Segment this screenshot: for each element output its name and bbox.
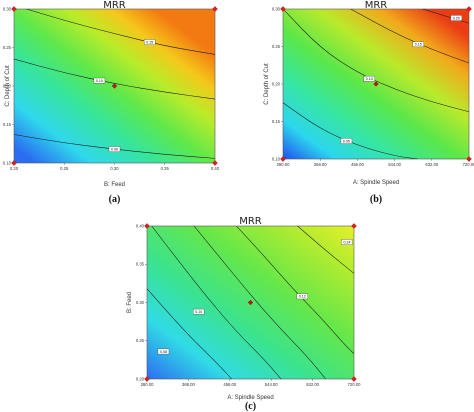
contour-line	[151, 226, 282, 379]
y-axis-title-c: B: Feed	[127, 292, 133, 313]
chart-title-a: MRR	[103, 0, 126, 11]
y-tick-label: 0.30	[272, 6, 281, 11]
contour-label-box	[341, 239, 353, 245]
y-tick-label: 0.25	[3, 45, 12, 50]
y-axis-title-a: C: Depth of Cut	[5, 65, 11, 107]
contour-label-box	[450, 15, 462, 21]
x-tick-label: 544.00	[388, 162, 401, 167]
x-tick-label: 632.00	[425, 162, 438, 167]
contour-label: 0.10	[366, 77, 373, 81]
contour-line	[14, 134, 215, 159]
contour-line	[14, 58, 215, 100]
contour-line	[147, 288, 232, 379]
y-tick-label: 0.20	[136, 376, 145, 381]
contour-label: 0.14	[343, 240, 350, 244]
contour-line	[297, 226, 354, 274]
x-tick-label: 0.35	[161, 166, 170, 171]
design-point-marker	[466, 6, 472, 12]
y-tick-label: 0.25	[272, 44, 281, 49]
contour-label: 0.05	[343, 139, 350, 143]
y-tick-label: 0.15	[3, 122, 12, 127]
contour-label: 0.06	[111, 147, 118, 151]
panel-label-c: (c)	[245, 401, 256, 412]
x-tick-label: 544.00	[265, 382, 278, 387]
x-tick-label: 720.00	[463, 162, 474, 167]
contour-label: 0.10	[96, 79, 103, 83]
contour-line	[283, 9, 469, 113]
contour-label-box	[363, 75, 375, 82]
x-tick-label: 0.25	[60, 166, 69, 171]
x-tick-label: 280.00	[141, 382, 154, 387]
x-tick-label: 456.00	[223, 382, 236, 387]
contour-label: 0.20	[453, 16, 460, 20]
contour-label: 0.10	[195, 310, 202, 314]
x-axis-title-c: A: Spindle Speed	[227, 395, 273, 401]
y-tick-label: 0.20	[272, 81, 281, 86]
contour-label-box	[157, 348, 170, 355]
contour-line	[350, 9, 469, 64]
x-axis-title-b: A: Spindle Speed	[353, 180, 399, 186]
center-point-marker	[111, 83, 118, 89]
x-tick-label: 368.00	[182, 382, 195, 387]
y-tick-label: 0.35	[136, 262, 145, 267]
contour-label: 0.12	[299, 295, 306, 299]
y-tick-label: 0.20	[3, 83, 12, 88]
design-point-marker	[351, 223, 357, 229]
x-tick-label: 720.00	[348, 382, 361, 387]
x-tick-label: 0.40	[211, 166, 220, 171]
contour-label-box	[108, 146, 121, 152]
panel-label-a: (a)	[109, 194, 121, 205]
x-tick-label: 368.00	[314, 162, 327, 167]
y-tick-label: 0.40	[136, 223, 145, 228]
contour-label: 0.15	[146, 40, 153, 44]
x-tick-label: 456.00	[351, 162, 364, 167]
contour-line	[236, 226, 354, 354]
chart-title-b: MRR	[365, 0, 388, 11]
y-axis-title-b: C: Depth of Cut	[264, 63, 270, 105]
contour-label: 0.08	[160, 350, 167, 354]
y-tick-label: 0.15	[272, 119, 281, 124]
chart-title-c: MRR	[239, 216, 262, 227]
center-point-marker	[247, 299, 254, 306]
x-tick-label: 632.00	[306, 382, 319, 387]
y-tick-label: 0.10	[3, 160, 12, 165]
contour-label: 0.15	[415, 43, 422, 47]
design-point-marker	[212, 6, 218, 12]
contour-label-box	[296, 293, 308, 300]
contour-label-box	[412, 41, 424, 48]
y-tick-label: 0.30	[3, 6, 12, 11]
contour-line	[283, 102, 419, 159]
contour-label-box	[144, 39, 156, 45]
y-tick-label: 0.10	[272, 156, 281, 161]
x-tick-label: 0.30	[110, 166, 119, 171]
x-axis-title-a: B: Feed	[104, 182, 125, 188]
contour-label-box	[340, 138, 353, 144]
y-tick-label: 0.25	[136, 338, 145, 343]
contour-label-box	[193, 308, 205, 315]
x-tick-label: 280.00	[277, 162, 290, 167]
x-tick-label: 0.20	[10, 166, 19, 171]
y-tick-label: 0.30	[136, 300, 145, 305]
center-point-marker	[373, 81, 379, 87]
contour-line	[193, 226, 326, 379]
panel-label-b: (b)	[370, 194, 382, 205]
panel-b: MRR 0.05 0.10 0.15 0.20 280.00 368.00 456.00 544…	[264, 0, 474, 205]
panel-c: MRR 0.08 0.10 0.12 0.14 280.00 368.00 456.00 544…	[127, 216, 361, 412]
contour-label-box	[93, 77, 106, 84]
contour-line	[422, 9, 469, 24]
contour-line	[25, 9, 215, 55]
